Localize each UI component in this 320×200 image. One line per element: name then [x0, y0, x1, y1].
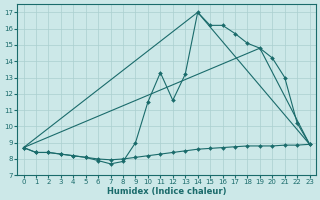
- X-axis label: Humidex (Indice chaleur): Humidex (Indice chaleur): [107, 187, 226, 196]
